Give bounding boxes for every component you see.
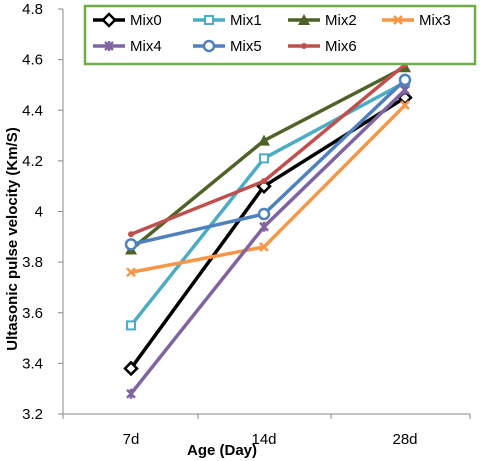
x-tick-label: 7d bbox=[123, 431, 140, 448]
y-tick-label: 3.4 bbox=[22, 355, 43, 372]
legend-label: Mix3 bbox=[419, 12, 451, 29]
legend-label: Mix6 bbox=[325, 38, 357, 55]
series-mix0 bbox=[123, 89, 413, 377]
y-tick-label: 4 bbox=[35, 204, 43, 221]
y-ticks: 3.2 3.4 3.6 3.8 4 4.2 4.4 4.6 4.8 bbox=[22, 1, 63, 423]
legend-item-mix5: Mix5 bbox=[193, 38, 262, 55]
x-tick-label: 28d bbox=[392, 431, 417, 448]
series-mix6 bbox=[128, 61, 408, 238]
data-point bbox=[126, 388, 136, 399]
series-mix5 bbox=[124, 73, 412, 251]
y-tick-label: 4.4 bbox=[22, 102, 43, 119]
data-point bbox=[258, 134, 270, 146]
legend-swatch-marker bbox=[101, 12, 117, 28]
legend-box bbox=[83, 4, 477, 66]
data-point bbox=[124, 238, 138, 251]
legend-swatch-marker bbox=[104, 41, 114, 51]
legend-item-mix0: Mix0 bbox=[93, 12, 162, 29]
legend: Mix0 Mix1 Mix2 Mix3 Mix4 Mix5 Mix6 bbox=[83, 4, 477, 66]
legend-swatch-marker bbox=[202, 39, 216, 53]
x-tick-label: 14d bbox=[251, 431, 276, 448]
series-mix3 bbox=[126, 100, 410, 278]
legend-items: Mix0 Mix1 Mix2 Mix3 Mix4 Mix5 Mix6 bbox=[93, 12, 451, 55]
legend-item-mix6: Mix6 bbox=[288, 38, 357, 55]
data-point bbox=[261, 178, 267, 185]
data-point bbox=[259, 153, 269, 164]
data-point bbox=[400, 100, 410, 111]
y-tick-label: 3.6 bbox=[22, 305, 43, 322]
legend-label: Mix5 bbox=[230, 38, 262, 55]
legend-item-mix3: Mix3 bbox=[382, 12, 451, 29]
legend-item-mix1: Mix1 bbox=[193, 12, 262, 29]
data-point bbox=[398, 73, 412, 87]
legend-label: Mix0 bbox=[130, 12, 162, 29]
legend-label: Mix4 bbox=[130, 38, 162, 55]
y-tick-label: 4.6 bbox=[22, 52, 43, 69]
y-tick-label: 4.8 bbox=[22, 1, 43, 18]
legend-swatch-marker bbox=[301, 43, 307, 49]
data-point bbox=[259, 221, 269, 232]
y-tick-label: 3.2 bbox=[22, 406, 43, 423]
x-ticks: 7d 14d 28d bbox=[62, 414, 471, 448]
y-tick-label: 3.8 bbox=[22, 254, 43, 271]
data-point bbox=[126, 267, 136, 278]
x-axis-title: Age (Day) bbox=[187, 442, 257, 459]
data-point bbox=[123, 360, 139, 377]
data-point bbox=[259, 242, 269, 252]
legend-item-mix4: Mix4 bbox=[93, 38, 162, 55]
series-layer bbox=[123, 61, 413, 399]
legend-swatch-marker bbox=[298, 14, 310, 25]
series-mix4 bbox=[126, 85, 410, 399]
data-point bbox=[128, 231, 134, 238]
legend-label: Mix1 bbox=[230, 12, 262, 29]
data-point bbox=[126, 320, 136, 331]
data-point bbox=[400, 85, 410, 95]
y-axis-title: Ultasonic pulse velocity (Km/S) bbox=[4, 127, 21, 350]
legend-item-mix2: Mix2 bbox=[288, 12, 357, 29]
legend-swatch-marker bbox=[393, 15, 403, 25]
y-tick-label: 4.2 bbox=[22, 153, 43, 170]
legend-swatch-marker bbox=[204, 15, 214, 25]
data-point bbox=[257, 207, 271, 221]
legend-label: Mix2 bbox=[325, 12, 357, 29]
